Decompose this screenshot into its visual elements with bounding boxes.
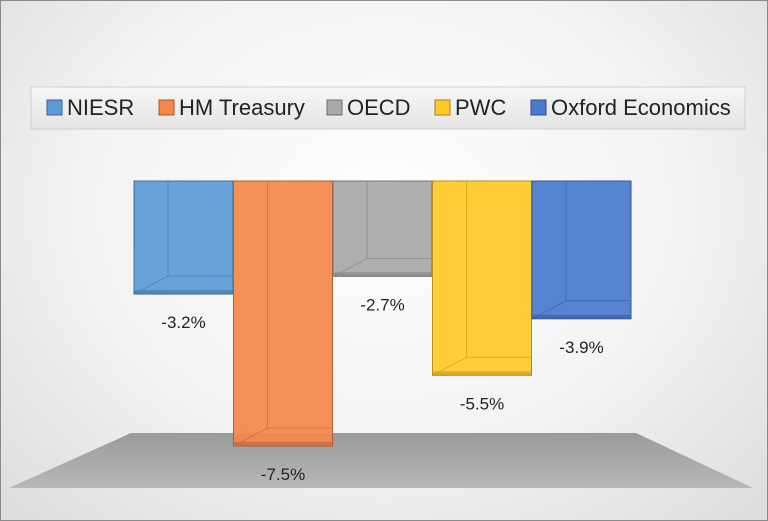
data-label-niesr: -3.2% [161, 313, 205, 332]
legend-label-oxford-economics: Oxford Economics [551, 95, 731, 120]
legend-swatch-oxford-economics [530, 99, 547, 116]
legend-swatch-niesr [46, 99, 63, 116]
data-label-oxford-economics: -3.9% [559, 338, 603, 357]
bar-niesr [133, 180, 234, 295]
legend-label-oecd: OECD [347, 95, 411, 120]
data-label-oecd: -2.7% [360, 295, 404, 314]
legend: NIESR HM Treasury OECD PWC Oxford Economics [46, 95, 731, 120]
legend-label-niesr: NIESR [67, 95, 134, 120]
data-label-pwc: -5.5% [460, 394, 504, 413]
bar-oecd [332, 180, 433, 277]
legend-swatch-oecd [326, 99, 343, 116]
bars [133, 180, 632, 447]
legend-label-hm-treasury: HM Treasury [179, 95, 305, 120]
legend-swatch-hm-treasury [158, 99, 175, 116]
data-labels: -3.2% -7.5% -2.7% -5.5% -3.9% [161, 295, 603, 484]
legend-label-pwc: PWC [455, 95, 506, 120]
bar-pwc [432, 180, 532, 376]
chart-floor [9, 433, 753, 488]
bar-hm-treasury [233, 180, 333, 447]
bar-oxford-economics [531, 180, 632, 320]
legend-swatch-pwc [434, 99, 451, 116]
legend-box [30, 86, 746, 130]
data-label-hm-treasury: -7.5% [261, 465, 305, 484]
